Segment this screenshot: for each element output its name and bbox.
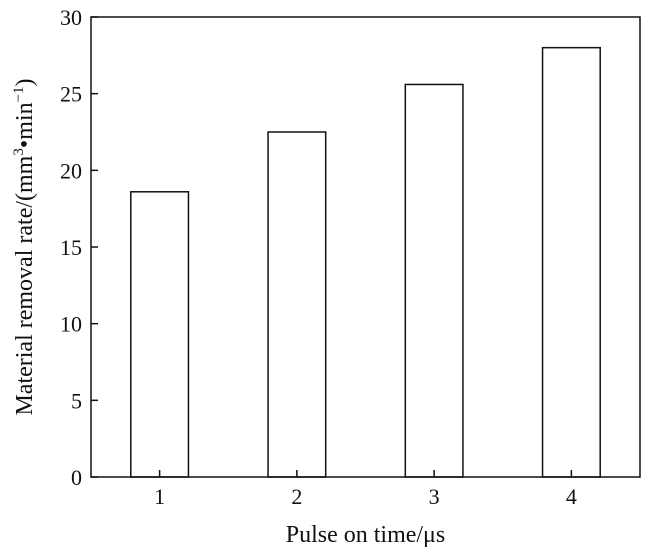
x-tick-label-2: 2 <box>291 484 302 509</box>
plot-frame <box>90 16 641 478</box>
y-tick-label-15: 15 <box>60 235 82 260</box>
bar-4 <box>541 46 601 478</box>
y-tick-label-5: 5 <box>71 388 82 413</box>
bars-layer <box>130 46 601 478</box>
tick-labels-layer: 1 2 3 4 0 5 10 15 20 25 30 <box>60 5 577 509</box>
bar-2 <box>267 131 327 478</box>
y-axis-title-exponent-1: 3 <box>11 148 27 156</box>
x-tick-label-3: 3 <box>429 484 440 509</box>
y-tick-label-30: 30 <box>60 5 82 30</box>
y-tick-label-10: 10 <box>60 312 82 337</box>
y-tick-label-0: 0 <box>71 465 82 490</box>
y-axis-title-main: Material removal rate/(mm <box>12 155 38 415</box>
bar-3 <box>404 83 464 478</box>
y-axis-title-end: ) <box>12 78 38 86</box>
y-axis-title: Material removal rate/(mm3•min−1) <box>11 78 38 415</box>
y-tick-label-25: 25 <box>60 82 82 107</box>
y-axis-title-exponent-2: −1 <box>11 86 27 102</box>
y-axis-title-middle: •min <box>12 102 38 148</box>
bar-1 <box>130 191 190 478</box>
x-tick-label-1: 1 <box>154 484 165 509</box>
x-axis-title: Pulse on time/μs <box>286 522 446 548</box>
y-tick-label-20: 20 <box>60 158 82 183</box>
x-tick-label-4: 4 <box>566 484 577 509</box>
